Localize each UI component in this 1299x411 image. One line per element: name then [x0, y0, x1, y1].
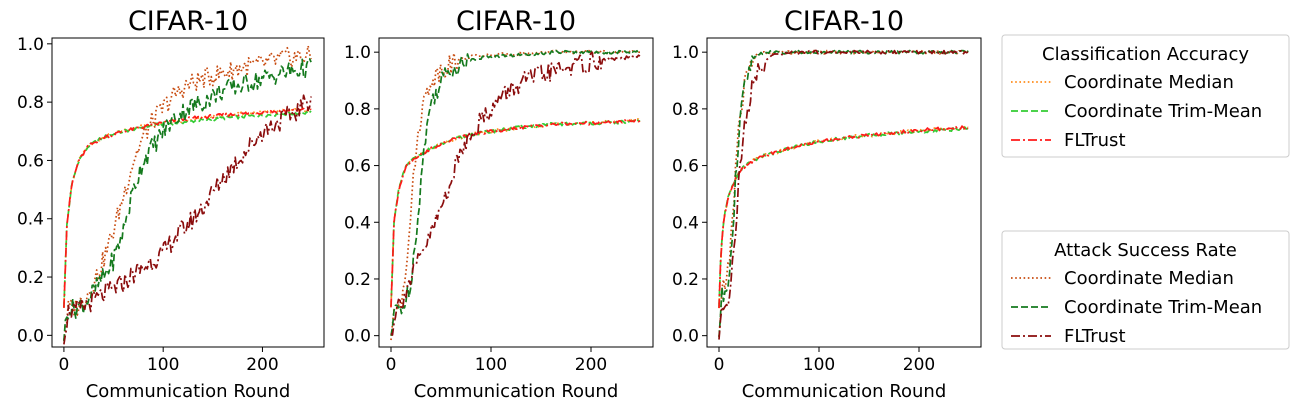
y-tick-label: 0.8	[344, 100, 371, 120]
y-tick-label: 0.8	[672, 100, 699, 120]
plot-frame	[706, 37, 982, 348]
y-tick-label: 1.0	[17, 35, 44, 55]
series-line	[63, 44, 312, 341]
series-line	[390, 119, 641, 307]
x-axis-label: Communication Round	[742, 381, 947, 402]
series-line	[718, 125, 969, 309]
legend-box	[1001, 34, 1290, 158]
chart-title: CIFAR-10	[456, 6, 576, 37]
legend-title: Classification Accuracy	[1042, 44, 1249, 65]
y-tick-label: 0.0	[672, 327, 699, 347]
y-tick-label: 1.0	[344, 43, 371, 63]
series-line	[390, 49, 641, 336]
legend-label: Coordinate Median	[1064, 72, 1234, 93]
y-tick-label: 0.2	[344, 270, 371, 290]
chart-title: CIFAR-10	[784, 6, 904, 37]
y-tick-label: 0.4	[17, 210, 44, 230]
series-line	[718, 49, 969, 338]
plot-frame	[51, 37, 325, 348]
y-tick-label: 1.0	[672, 43, 699, 63]
y-tick-label: 0.0	[17, 326, 44, 346]
y-tick-label: 0.4	[672, 213, 699, 233]
legend-box	[1001, 230, 1290, 350]
y-tick-label: 0.0	[344, 327, 371, 347]
legend-label: Coordinate Median	[1064, 268, 1234, 289]
x-axis-label: Communication Round	[86, 381, 291, 402]
x-tick-label: 0	[58, 355, 69, 375]
x-tick-label: 0	[386, 355, 397, 375]
y-tick-label: 0.6	[344, 157, 371, 177]
x-tick-label: 100	[803, 355, 835, 375]
chart-panel-3: CIFAR-10 0.0 0.2 0.4 0.6 0.8 1.0 0 100 200 Communi…	[672, 6, 982, 402]
series-line	[718, 126, 969, 307]
legend-attack-success-rate: Attack Success Rate Coordinate Median Coor…	[1001, 230, 1290, 350]
series-line	[718, 49, 969, 337]
series-line	[63, 94, 312, 345]
legend-classification-accuracy: Classification Accuracy Coordinate Median…	[1001, 34, 1290, 158]
x-tick-label: 100	[147, 355, 179, 375]
x-tick-label: 100	[475, 355, 507, 375]
y-tick-label: 0.2	[17, 268, 44, 288]
y-tick-label: 0.4	[344, 213, 371, 233]
x-tick-label: 200	[903, 355, 935, 375]
y-tick-label: 0.2	[672, 270, 699, 290]
series-line	[63, 57, 312, 342]
series-line	[390, 49, 640, 341]
legend-label: FLTrust	[1064, 326, 1126, 347]
x-axis-label: Communication Round	[414, 381, 619, 402]
y-tick-label: 0.8	[17, 93, 44, 113]
legend-title: Attack Success Rate	[1054, 240, 1237, 261]
legend-label: Coordinate Trim-Mean	[1064, 297, 1262, 318]
series-line	[63, 107, 312, 308]
chart-panel-2: CIFAR-10 0.0 0.2 0.4 0.6 0.8 1.0 0 100 200 Communi…	[344, 6, 654, 402]
series-line	[390, 117, 641, 307]
x-tick-label: 200	[246, 355, 278, 375]
chart-title: CIFAR-10	[128, 6, 248, 37]
legend-label: FLTrust	[1064, 130, 1126, 151]
series-line	[390, 51, 641, 336]
chart-panel-1: CIFAR-10 0.0 0.2 0.4 0.6 0.8 1.0 0 100 200 Communi…	[17, 6, 325, 402]
legend-label: Coordinate Trim-Mean	[1064, 101, 1262, 122]
y-tick-label: 0.6	[17, 151, 44, 171]
plot-frame	[378, 37, 654, 348]
x-tick-label: 200	[575, 355, 607, 375]
series-line	[390, 119, 641, 308]
y-tick-label: 0.6	[672, 157, 699, 177]
series-line	[718, 125, 969, 309]
x-tick-label: 0	[714, 355, 725, 375]
series-line	[718, 49, 969, 340]
